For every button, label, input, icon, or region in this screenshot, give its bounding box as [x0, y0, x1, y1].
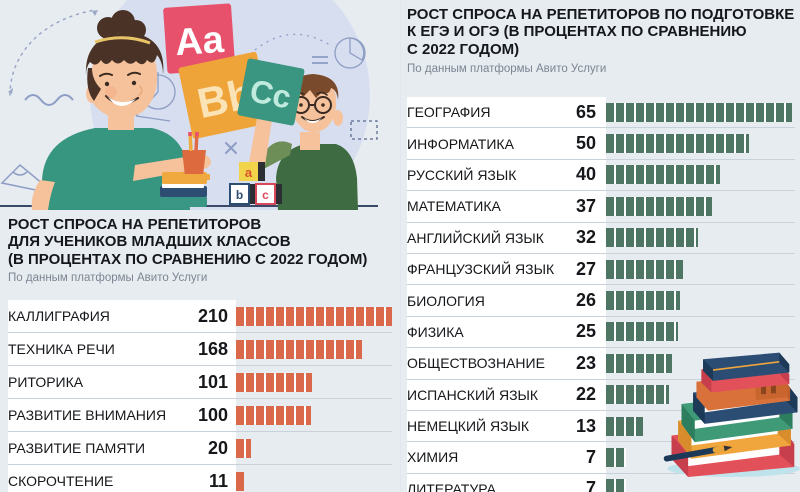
svg-text:Aa: Aa: [174, 19, 226, 64]
svg-text:a: a: [245, 165, 253, 180]
svg-text:Cc: Cc: [247, 72, 294, 115]
svg-text:c: c: [262, 188, 269, 202]
svg-text:b: b: [236, 188, 243, 202]
